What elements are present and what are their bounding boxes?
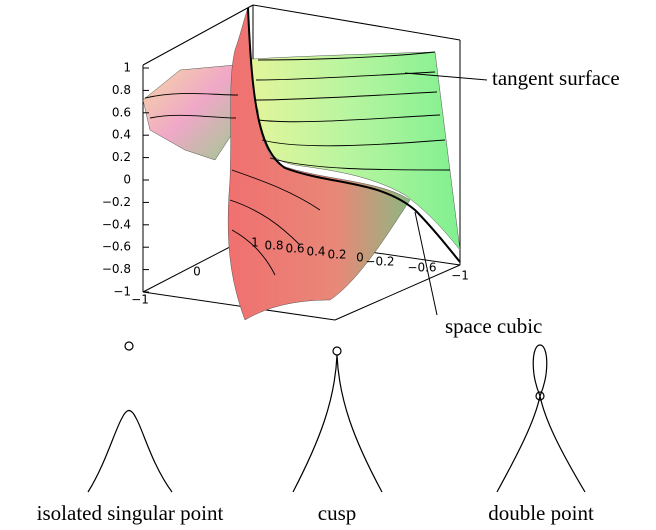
x-tick-label: 0.2 bbox=[327, 248, 346, 262]
x-tick-label: −0.2 bbox=[365, 255, 394, 269]
isolated-point-figure bbox=[88, 342, 172, 492]
cusp-figure bbox=[293, 347, 382, 492]
x-tick-label: 0.8 bbox=[264, 239, 283, 253]
double-point-figure bbox=[497, 345, 585, 492]
x-tick-label: 1 bbox=[251, 236, 259, 250]
x-tick-label: 0.4 bbox=[306, 245, 325, 259]
z-tick-label: 0.6 bbox=[112, 105, 131, 119]
figure: 10.80.60.40.20−0.2−0.4−0.6−0.8−1 10.80.6… bbox=[0, 0, 656, 530]
x-tick-label: −1 bbox=[451, 269, 469, 283]
z-tick-label: −0.6 bbox=[102, 240, 131, 254]
z-tick-label: −0.2 bbox=[102, 195, 131, 209]
x-tick-label: 0.6 bbox=[285, 242, 304, 256]
annotation: tangent surface bbox=[492, 66, 620, 90]
z-tick-label: 0.4 bbox=[112, 128, 131, 142]
y-tick-label: 0 bbox=[193, 265, 201, 279]
z-tick-label: 0.2 bbox=[112, 150, 131, 164]
z-tick-label: −1 bbox=[113, 285, 131, 299]
y-tick-label: −1 bbox=[131, 293, 149, 307]
curve-label: isolated singular point bbox=[37, 501, 224, 525]
z-tick-label: −0.4 bbox=[102, 217, 131, 231]
x-tick-label: −0.6 bbox=[407, 261, 436, 275]
z-tick-label: 1 bbox=[123, 61, 131, 75]
z-axis: 1 0.8 0.6 0.4 0.2 0 −0.2 −0.4 −0.6 −0.8 −1 bbox=[102, 61, 149, 299]
curve-label: double point bbox=[488, 501, 594, 525]
annotation: space cubic bbox=[445, 314, 542, 338]
z-tick-label: 0 bbox=[123, 173, 131, 187]
x-tick-label: 0 bbox=[356, 251, 364, 265]
curve-label: cusp bbox=[318, 501, 357, 525]
z-tick-label: 0.8 bbox=[112, 83, 131, 97]
z-tick-label: −0.8 bbox=[102, 262, 131, 276]
